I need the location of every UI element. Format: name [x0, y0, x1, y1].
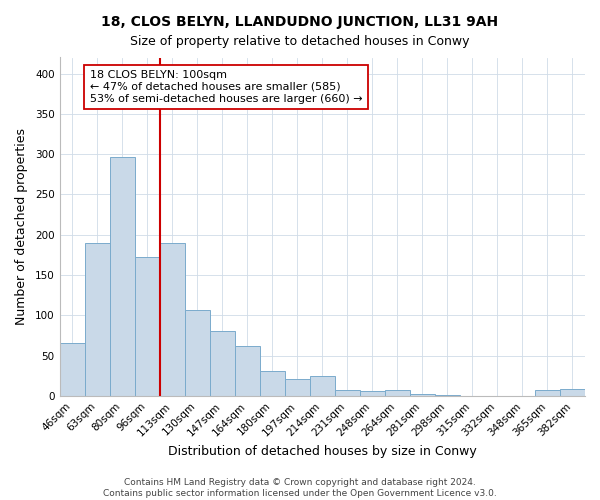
Text: Contains HM Land Registry data © Crown copyright and database right 2024.
Contai: Contains HM Land Registry data © Crown c…	[103, 478, 497, 498]
Text: 18 CLOS BELYN: 100sqm
← 47% of detached houses are smaller (585)
53% of semi-det: 18 CLOS BELYN: 100sqm ← 47% of detached …	[89, 70, 362, 104]
Bar	[335, 390, 360, 396]
Bar	[385, 390, 410, 396]
Text: Size of property relative to detached houses in Conwy: Size of property relative to detached ho…	[130, 35, 470, 48]
Bar	[410, 394, 435, 396]
Bar	[310, 376, 335, 396]
X-axis label: Distribution of detached houses by size in Conwy: Distribution of detached houses by size …	[168, 444, 476, 458]
Bar	[435, 395, 460, 396]
Bar	[209, 332, 235, 396]
Bar	[235, 346, 260, 396]
Y-axis label: Number of detached properties: Number of detached properties	[15, 128, 28, 325]
Bar	[85, 243, 110, 396]
Bar	[185, 310, 209, 396]
Bar	[285, 379, 310, 396]
Bar	[160, 243, 185, 396]
Bar	[134, 258, 160, 396]
Bar	[59, 344, 85, 396]
Text: 18, CLOS BELYN, LLANDUDNO JUNCTION, LL31 9AH: 18, CLOS BELYN, LLANDUDNO JUNCTION, LL31…	[101, 15, 499, 29]
Bar	[535, 390, 560, 396]
Bar	[360, 391, 385, 396]
Bar	[260, 371, 285, 396]
Bar	[560, 390, 585, 396]
Bar	[110, 156, 134, 396]
